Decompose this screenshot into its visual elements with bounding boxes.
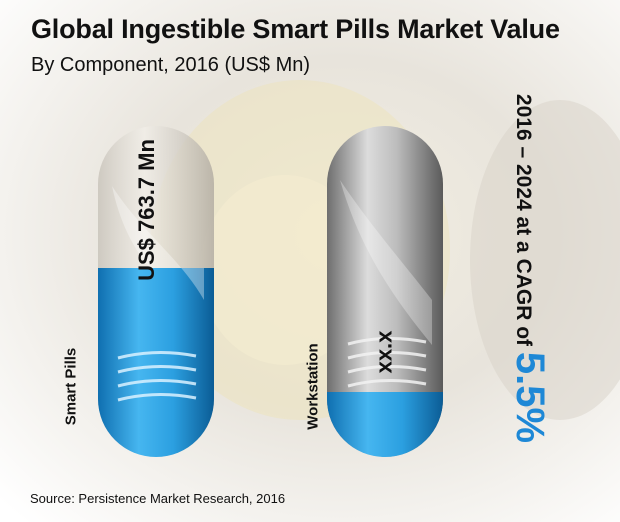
category-label-workstation: Workstation	[304, 343, 322, 430]
chart-title: Global Ingestible Smart Pills Market Val…	[31, 14, 560, 44]
source-note: Source: Persistence Market Research, 201…	[30, 491, 286, 506]
value-label-smart-pills: US$ 763.7 Mn	[133, 139, 159, 281]
value-label-workstation: xx.x	[371, 330, 397, 374]
bar-workstation	[327, 126, 443, 457]
chart-subtitle: By Component, 2016 (US$ Mn)	[31, 54, 311, 76]
cagr-text: 2016 – 2024 at a CAGR of	[512, 93, 536, 352]
category-label-smart-pills: Smart Pills	[62, 347, 80, 426]
cagr-value: 5.5%	[508, 351, 553, 444]
cagr-callout: 2016 – 2024 at a CAGR of 5.5%	[507, 94, 552, 443]
bar-smart-pills	[98, 126, 214, 457]
